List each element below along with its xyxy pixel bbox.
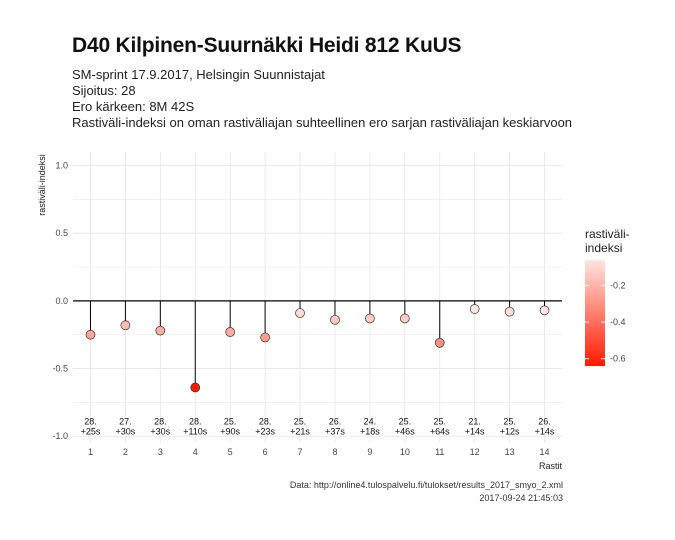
- data-point: [504, 306, 515, 317]
- point-label-diff: +25s: [81, 426, 101, 436]
- x-tick-label: 4: [193, 447, 198, 457]
- data-point: [260, 332, 270, 343]
- y-tick-label: 1.0: [55, 161, 68, 171]
- x-tick-label: 2: [123, 447, 128, 457]
- point-label-diff: +46s: [395, 426, 415, 436]
- chart-title: D40 Kilpinen-Suurnäkki Heidi 812 KuUS: [72, 34, 462, 57]
- axes: Rastit rastiväli-indeksi 1.0 0.5 0.0 -0.5 -1…: [37, 154, 562, 471]
- point-label-diff: +18s: [360, 426, 380, 436]
- point-label-rank: 28.: [84, 416, 97, 426]
- x-axis-title: Rastit: [539, 461, 563, 471]
- point-label-rank: 25.: [294, 416, 307, 426]
- x-tick-label: 12: [470, 447, 480, 457]
- x-tick-label: 13: [505, 447, 515, 457]
- grid: [73, 152, 562, 443]
- point-label-rank: 21.: [468, 416, 481, 426]
- point-label-rank: 28.: [189, 416, 202, 426]
- y-tick-label: 0.0: [55, 296, 68, 306]
- data-point: [330, 314, 340, 325]
- point-label-rank: 28.: [259, 416, 272, 426]
- point-label-diff: +30s: [116, 426, 136, 436]
- subtitle-description: Rastiväli-indeksi on oman rastiväliajan …: [72, 115, 573, 130]
- point-label-rank: 24.: [364, 416, 377, 426]
- stems: [89, 300, 546, 388]
- x-tick-label: 6: [263, 447, 268, 457]
- y-tick-label: -0.5: [52, 364, 68, 374]
- point-label-rank: 27.: [119, 416, 132, 426]
- data-point: [190, 382, 201, 393]
- x-tick-label: 7: [298, 447, 303, 457]
- point-label-diff: +90s: [220, 426, 240, 436]
- subtitle-gap: Ero kärkeen: 8M 42S: [72, 99, 195, 114]
- y-axis-title: rastiväli-indeksi: [37, 154, 47, 216]
- data-source: Data: http://online4.tulospalvelu.fi/tul…: [289, 480, 563, 490]
- point-label-diff: +14s: [465, 426, 485, 436]
- y-tick-label: -1.0: [52, 431, 68, 441]
- data-point: [155, 325, 166, 336]
- x-tick-label: 9: [367, 447, 372, 457]
- subtitle-placement: Sijoitus: 28: [72, 83, 136, 98]
- point-label-rank: 26.: [329, 416, 342, 426]
- data-point: [120, 320, 131, 331]
- x-tick-label: 14: [540, 447, 550, 457]
- legend-colorbar: [585, 260, 605, 366]
- point-label-diff: +37s: [325, 426, 345, 436]
- x-tick-label: 8: [332, 447, 337, 457]
- x-tick-label: 5: [228, 447, 233, 457]
- point-label-rank: 25.: [224, 416, 237, 426]
- subtitle-event: SM-sprint 17.9.2017, Helsingin Suunnista…: [72, 67, 325, 82]
- data-point: [434, 337, 445, 348]
- point-label-diff: +21s: [290, 426, 310, 436]
- point-label-rank: 25.: [433, 416, 446, 426]
- y-tick-label: 0.5: [55, 228, 68, 238]
- point-label-rank: 25.: [399, 416, 412, 426]
- timestamp: 2017-09-24 21:45:03: [479, 493, 563, 503]
- points: [85, 304, 550, 393]
- data-point: [399, 313, 410, 324]
- point-label-diff: +64s: [430, 426, 450, 436]
- data-point: [295, 308, 305, 318]
- chart-header: D40 Kilpinen-Suurnäkki Heidi 812 KuUS SM…: [72, 34, 662, 131]
- legend-tick-label: -0.2: [610, 281, 626, 291]
- point-label-rank: 26.: [538, 416, 551, 426]
- data-point: [365, 313, 375, 324]
- x-tick-label: 11: [435, 447, 444, 457]
- data-point: [539, 305, 550, 316]
- data-point: [225, 327, 236, 337]
- point-label-diff: +12s: [500, 426, 520, 436]
- data-point: [469, 304, 480, 314]
- point-label-diff: +23s: [255, 426, 275, 436]
- legend-title-line-2: indeksi: [585, 241, 622, 255]
- point-label-diff: +110s: [183, 426, 208, 436]
- x-tick-label: 1: [88, 447, 93, 457]
- point-labels: 28.+25s27.+30s28.+30s28.+110s25.+90s28.+…: [81, 416, 555, 436]
- x-tick-label: 10: [400, 447, 410, 457]
- point-label-diff: +14s: [535, 426, 555, 436]
- point-label-rank: 28.: [154, 416, 167, 426]
- point-label-diff: +30s: [150, 426, 170, 436]
- x-tick-label: 3: [158, 447, 163, 457]
- legend-tick-label: -0.6: [610, 354, 626, 364]
- point-label-rank: 25.: [503, 416, 516, 426]
- color-legend: rastiväli- indeksi -0.2 -0.4 -0.6: [585, 227, 630, 366]
- legend-tick-label: -0.4: [610, 317, 626, 327]
- legend-title-line-1: rastiväli-: [585, 227, 630, 241]
- data-point: [85, 329, 96, 340]
